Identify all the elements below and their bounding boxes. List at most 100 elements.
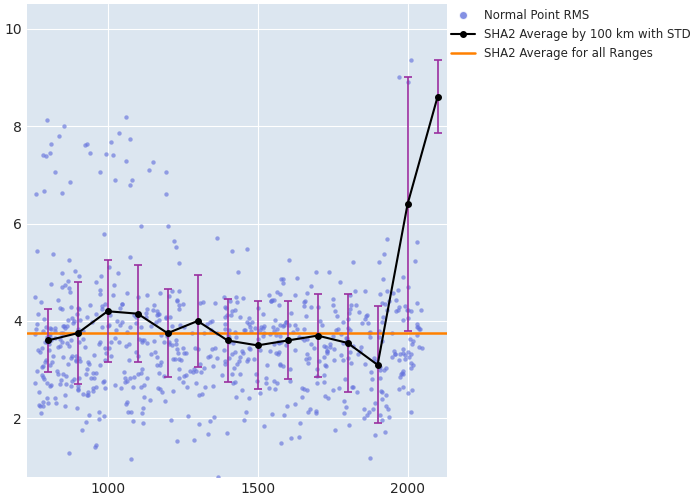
Point	[267, 296, 278, 304]
Point	[332, 324, 344, 332]
Point	[343, 421, 354, 429]
Point	[330, 326, 342, 334]
Point	[132, 352, 144, 360]
Point	[178, 322, 190, 330]
Point	[275, 338, 286, 346]
Point	[159, 372, 170, 380]
Point	[398, 383, 409, 391]
Point	[344, 291, 356, 299]
Point	[321, 347, 332, 355]
Point	[353, 308, 364, 316]
Point	[120, 156, 132, 164]
Point	[36, 362, 48, 370]
Point	[195, 360, 206, 368]
Point	[105, 338, 116, 346]
Point	[137, 420, 148, 428]
Point	[391, 307, 402, 315]
Point	[278, 278, 289, 286]
Point	[378, 366, 389, 374]
Point	[64, 284, 75, 292]
Point	[66, 377, 78, 385]
Point	[109, 176, 120, 184]
Point	[85, 301, 96, 309]
Point	[62, 277, 74, 285]
Point	[123, 356, 134, 364]
Point	[82, 364, 93, 372]
Point	[167, 355, 178, 363]
Point	[43, 332, 54, 340]
Point	[356, 343, 367, 351]
Point	[306, 303, 317, 311]
Point	[71, 356, 82, 364]
Point	[218, 346, 229, 354]
Point	[312, 303, 323, 311]
Point	[100, 384, 111, 392]
Point	[365, 385, 377, 393]
Point	[343, 309, 354, 317]
Point	[219, 293, 230, 301]
Point	[263, 384, 274, 392]
Point	[302, 386, 313, 394]
Point	[412, 324, 423, 332]
Point	[160, 312, 172, 320]
Point	[365, 454, 376, 462]
Point	[274, 332, 286, 340]
Point	[402, 282, 414, 290]
Point	[238, 294, 249, 302]
Point	[240, 408, 251, 416]
Point	[272, 288, 283, 296]
Point	[269, 385, 280, 393]
Point	[229, 306, 240, 314]
Point	[405, 307, 416, 315]
Point	[211, 329, 223, 337]
Point	[173, 356, 184, 364]
Point	[56, 283, 67, 291]
Point	[416, 306, 427, 314]
Point	[108, 292, 119, 300]
Point	[360, 315, 371, 323]
Point	[402, 306, 414, 314]
Point	[111, 316, 122, 324]
Point	[44, 330, 55, 338]
Point	[377, 276, 388, 283]
Point	[258, 310, 269, 318]
Point	[178, 378, 189, 386]
Point	[246, 318, 257, 326]
Point	[251, 370, 262, 378]
Point	[64, 178, 76, 186]
Point	[172, 350, 183, 358]
Point	[105, 138, 116, 146]
Point	[166, 416, 177, 424]
Point	[281, 318, 292, 326]
Point	[405, 408, 416, 416]
Point	[88, 387, 99, 395]
Point	[45, 362, 56, 370]
Point	[266, 410, 277, 418]
Point	[270, 316, 281, 324]
Point	[155, 332, 167, 340]
Point	[121, 376, 132, 384]
Point	[244, 394, 255, 402]
Point	[45, 324, 56, 332]
Point	[393, 356, 405, 364]
Point	[393, 74, 404, 82]
Point	[60, 380, 71, 388]
Point	[115, 320, 126, 328]
Point	[265, 296, 276, 304]
Point	[398, 367, 409, 375]
Point	[376, 416, 387, 424]
Point	[277, 362, 288, 370]
Point	[327, 296, 338, 304]
Point	[109, 381, 120, 389]
Point	[336, 330, 347, 338]
Point	[310, 268, 321, 276]
Point	[309, 344, 320, 351]
Point	[270, 349, 281, 357]
Point	[328, 332, 339, 340]
Point	[46, 140, 57, 147]
Point	[125, 455, 136, 463]
Point	[53, 132, 64, 140]
Point	[85, 374, 97, 382]
Point	[404, 335, 415, 343]
Point	[402, 389, 414, 397]
